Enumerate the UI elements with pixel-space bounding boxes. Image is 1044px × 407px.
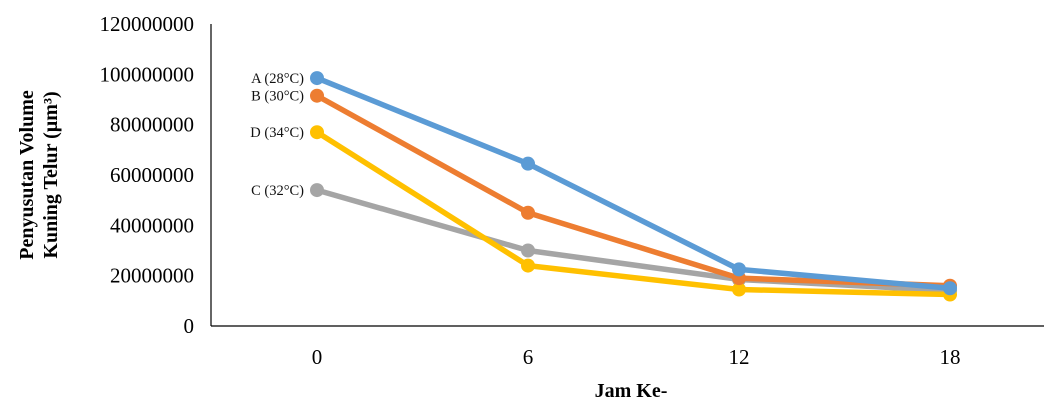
data-point-d — [310, 125, 324, 140]
y-tick-label: 100000000 — [100, 62, 195, 86]
series-group — [310, 71, 957, 302]
x-tick-label: 6 — [523, 345, 534, 369]
data-point-b — [521, 205, 535, 220]
y-tick-label: 60000000 — [110, 163, 194, 187]
y-tick-label: 20000000 — [110, 264, 194, 288]
x-tick-label: 0 — [312, 345, 323, 369]
x-tick-labels: 0 6 12 18 — [312, 345, 961, 369]
data-point-a — [732, 262, 746, 277]
data-point-a — [310, 71, 324, 86]
data-point-c — [310, 183, 324, 198]
y-axis-title-line-2: Kuning Telur (µm³) — [40, 91, 62, 258]
x-tick-label: 18 — [940, 345, 961, 369]
y-tick-label: 40000000 — [110, 213, 194, 237]
y-tick-label: 120000000 — [100, 12, 195, 36]
y-axis-title-line-1: Penyusutan Volume — [16, 90, 38, 260]
series-label-c: C (32°C) — [251, 183, 304, 199]
y-tick-labels: 0 20000000 40000000 60000000 80000000 1000000… — [100, 12, 195, 338]
data-point-d — [521, 258, 535, 273]
series-labels: A (28°C) B (30°C) D (34°C) C (32°C) — [250, 71, 304, 199]
series-line-a — [314, 75, 953, 291]
data-point-a — [521, 156, 535, 171]
series-line-b — [314, 92, 953, 289]
y-axis-title: Penyusutan Volume Kuning Telur (µm³) — [16, 90, 62, 260]
x-tick-label: 12 — [729, 345, 750, 369]
series-line-d — [314, 129, 953, 298]
axes — [210, 24, 1044, 327]
series-label-d: D (34°C) — [250, 125, 304, 141]
data-point-b — [310, 88, 324, 103]
y-tick-label: 0 — [184, 314, 195, 338]
data-point-a — [943, 281, 957, 296]
series-label-a: A (28°C) — [251, 71, 304, 87]
data-point-c — [521, 243, 535, 258]
x-axis-title: Jam Ke- — [595, 380, 668, 402]
data-point-d — [732, 282, 746, 297]
series-line-c — [314, 187, 953, 294]
y-tick-label: 80000000 — [110, 113, 194, 137]
series-label-b: B (30°C) — [251, 89, 304, 105]
